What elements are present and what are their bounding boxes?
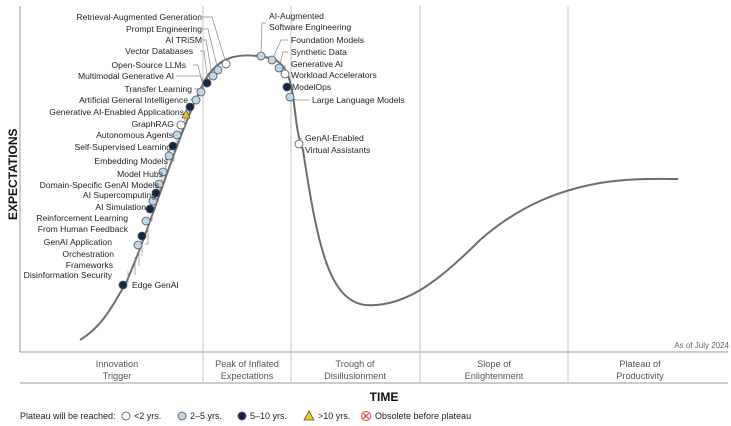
- marker-open-source-llms: [196, 87, 206, 97]
- phase-label: Enlightenment: [465, 371, 524, 381]
- marker-graphrag: [176, 120, 186, 130]
- technology-label: Open-Source LLMs: [111, 60, 186, 70]
- marker-domain-specific: [154, 179, 164, 189]
- phase-label: Disillusionment: [324, 371, 386, 381]
- phase-label: Plateau of: [619, 359, 661, 369]
- legend-label: >10 yrs.: [318, 411, 350, 421]
- marker-rag: [221, 59, 231, 69]
- marker-agi: [185, 102, 195, 112]
- y-axis-label: EXPECTATIONS: [6, 128, 20, 220]
- as-of-note: As of July 2024: [674, 341, 729, 350]
- marker-embedding-models: [164, 151, 174, 161]
- marker-ai-augmented-se: [256, 51, 266, 61]
- legend-navy-circle-icon: [237, 411, 247, 421]
- legend-white-circle-icon: [121, 411, 131, 421]
- legend-label: <2 yrs.: [134, 411, 161, 421]
- technology-label: Generative AI-Enabled Applications: [49, 107, 184, 117]
- technology-label: Self-Supervised Learning: [75, 142, 172, 152]
- legend-red-x-icon: [361, 411, 371, 421]
- technology-label: Workload Accelerators: [291, 70, 377, 80]
- legend: Plateau will be reached: <2 yrs. 2–5 yrs…: [20, 410, 471, 421]
- marker-self-supervised: [168, 141, 178, 151]
- technology-label: AI-Augmented: [269, 11, 324, 21]
- x-axis-label: TIME: [370, 390, 399, 404]
- phase-label: Peak of Inflated: [215, 359, 279, 369]
- technology-label: Software Engineering: [269, 22, 351, 32]
- technology-label: AI Supercomputing: [83, 190, 156, 200]
- technology-label: Synthetic Data: [291, 47, 347, 57]
- technology-label: Retrieval-Augmented Generation: [76, 12, 202, 22]
- marker-foundation-models: [267, 55, 277, 65]
- marker-genai-virtual-assistants: [294, 139, 304, 149]
- left-labels: Retrieval-Augmented Generation Prompt En…: [24, 12, 203, 290]
- marker-model-hubs: [158, 167, 168, 177]
- phase-label: Slope of: [477, 359, 511, 369]
- technology-label: GenAI Application: [44, 237, 113, 247]
- legend-title: Plateau will be reached:: [20, 411, 116, 421]
- legend-light-blue-circle-icon: [177, 411, 187, 421]
- technology-label: Orchestration: [62, 249, 114, 259]
- hype-curve: [79, 54, 679, 341]
- phase-label: Innovation: [96, 359, 138, 369]
- technology-label: Domain-Specific GenAI Models: [40, 180, 159, 190]
- marker-edge-genai: [118, 280, 128, 290]
- marker-vector-databases: [202, 78, 212, 88]
- technology-label: Disinformation Security: [24, 270, 113, 280]
- marker-disinformation-security: [133, 240, 143, 250]
- technology-label: Transfer Learning: [124, 84, 192, 94]
- marker-prompt-engineering: [213, 65, 223, 75]
- technology-label: Frameworks: [66, 260, 113, 270]
- technology-label: Reinforcement Learning: [36, 213, 128, 223]
- technology-label: Vector Databases: [125, 46, 193, 56]
- marker-rlhf: [145, 204, 155, 214]
- marker-frameworks: [137, 231, 147, 241]
- technology-label: Foundation Models: [291, 35, 364, 45]
- marker-genai-apps: [181, 109, 191, 119]
- technology-label: Prompt Engineering: [126, 24, 202, 34]
- technology-label: From Human Feedback: [38, 224, 129, 234]
- technology-label: Large Language Models: [312, 95, 405, 105]
- technology-label: Embedding Models: [94, 156, 168, 166]
- technology-label: Edge GenAI: [132, 280, 179, 290]
- marker-modelops: [282, 82, 292, 92]
- phase-label: Expectations: [221, 371, 274, 381]
- marker-ai-simulation: [148, 196, 158, 206]
- phase-label: Trigger: [103, 371, 132, 381]
- technology-label: ModelOps: [292, 82, 331, 92]
- phase-label: Trough of: [336, 359, 375, 369]
- marker-genai-orchestration: [141, 216, 151, 226]
- marker-llms: [285, 92, 295, 102]
- marker-autonomous-agents: [172, 130, 182, 140]
- legend-label: 5–10 yrs.: [250, 411, 287, 421]
- technology-label: Artificial General Intelligence: [79, 95, 188, 105]
- technology-label: Model Hubs: [117, 169, 163, 179]
- phase-label: Productivity: [616, 371, 664, 381]
- technology-label: GraphRAG: [131, 119, 174, 129]
- marker-ai-trism: [208, 71, 218, 81]
- marker-transfer-learning: [191, 95, 201, 105]
- marker-synthetic-data: [274, 63, 284, 73]
- legend-label: Obsolete before plateau: [375, 411, 471, 421]
- technology-label: Generative AI: [291, 59, 343, 69]
- technology-label: Virtual Assistants: [305, 145, 370, 155]
- technology-label: Multimodal Generative AI: [78, 71, 174, 81]
- marker-genai-workload-accel: [280, 69, 290, 79]
- legend-label: 2–5 yrs.: [190, 411, 222, 421]
- technology-label: GenAI-Enabled: [305, 133, 364, 143]
- right-labels: AI-Augmented Software Engineering Founda…: [269, 11, 405, 155]
- marker-ai-supercomputing: [151, 188, 161, 198]
- technology-label: Autonomous Agents: [96, 130, 173, 140]
- markers: [118, 51, 304, 290]
- technology-label: AI Simulation: [95, 202, 146, 212]
- technology-label: AI TRiSM: [165, 35, 202, 45]
- legend-yellow-triangle-icon: [303, 410, 315, 421]
